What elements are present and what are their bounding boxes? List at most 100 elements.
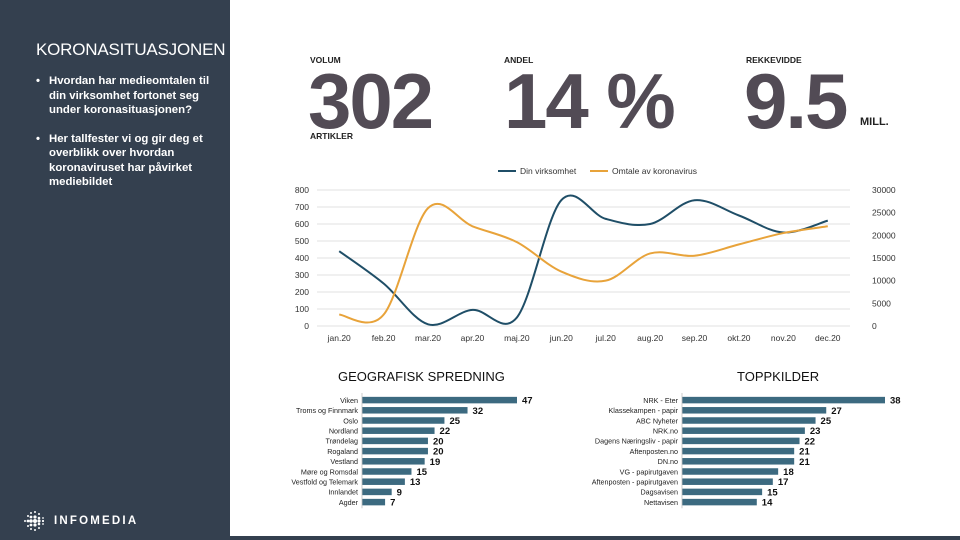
logo-dots-icon [24,511,45,531]
bar [362,468,412,475]
x-tick-label: okt.20 [727,333,750,343]
bar [682,396,885,404]
bar-value-label: 22 [805,436,816,447]
bullet-item: Her tallfester vi og gir deg et overblik… [36,132,216,190]
bar [362,427,435,434]
y-right-tick-label: 0 [872,321,877,331]
bar-value-label: 20 [433,436,444,447]
bar-category-label: Nettavisen [644,498,678,507]
kpi-andel-value: 14 % [504,57,676,145]
bar-value-label: 27 [831,406,842,417]
bar-value-label: 15 [416,467,427,478]
x-tick-label: sep.20 [682,333,708,343]
x-tick-label: maj.20 [504,333,530,343]
bar [682,427,805,434]
y-left-tick-label: 300 [295,270,309,280]
y-left-tick-label: 600 [295,219,309,229]
bar-value-label: 13 [410,477,421,488]
kpi-volum-label: VOLUM [310,55,341,65]
sidebar: KORONASITUASJONEN Hvordan har medieomtal… [0,0,230,540]
y-right-tick-label: 30000 [872,185,896,195]
y-left-tick-label: 800 [295,185,309,195]
bar-category-label: Trøndelag [326,437,359,446]
y-right-tick-label: 20000 [872,230,896,240]
bar [362,447,428,455]
y-right-tick-label: 15000 [872,253,896,263]
bar [362,396,517,404]
y-left-tick-label: 0 [304,321,309,331]
y-right-tick-label: 10000 [872,276,896,286]
bar-category-label: Dagsavisen [640,488,678,497]
x-tick-label: nov.20 [771,333,796,343]
bar-category-label: ABC Nyheter [636,416,679,425]
bar-value-label: 14 [762,498,773,509]
x-tick-label: aug.20 [637,333,663,343]
bar [682,437,800,445]
bar-category-label: Dagens Næringsliv - papir [595,437,679,446]
bar [682,468,779,475]
line-chart: 0 100 200 300 400 500 600 700 800 0 5000 10000 15000… [295,166,896,343]
geo-chart-title: GEOGRAFISK SPREDNING [338,369,505,384]
x-tick-label: jul.20 [595,333,617,343]
bar-value-label: 47 [522,396,533,407]
bar-category-label: Oslo [343,416,358,425]
bar [682,417,816,424]
bar-category-label: NRK - Eter [643,396,678,405]
bar [362,407,468,414]
legend-label: Omtale av koronavirus [612,166,697,176]
bar [362,498,386,506]
bullet-list: Hvordan har medieomtalen til din virksom… [36,74,216,204]
kpi-volum-unit: ARTIKLER [310,131,353,141]
bar-category-label: Rogaland [327,447,358,456]
y-left-tick-label: 100 [295,304,309,314]
infomedia-logo: INFOMEDIA [22,509,138,533]
x-tick-label: jun.20 [549,333,573,343]
bar-category-label: Nordland [329,427,358,436]
bar-category-label: NRK.no [653,427,678,436]
x-tick-label: apr.20 [461,333,485,343]
bar-value-label: 21 [799,457,810,468]
bar [362,488,392,496]
bar [682,488,763,496]
bar-value-label: 19 [430,457,441,468]
bar [682,478,773,485]
logo-text: INFOMEDIA [54,515,139,527]
legend-label: Din virksomhet [520,166,577,176]
kpi-rekkevidde-unit: MILL. [860,116,889,128]
bar-value-label: 23 [810,426,821,437]
bar-category-label: Vestfold og Telemark [291,478,358,487]
y-left-tick-label: 500 [295,236,309,246]
bar [362,458,425,465]
top-sources-bar-chart: NRK - Eter 38 Klassekampen - papir 27 ABC Ny… [592,393,901,509]
bar-category-label: Møre og Romsdal [301,467,359,476]
bar-category-label: Agder [339,498,359,507]
page-title: KORONASITUASJONEN [36,40,226,59]
bar-value-label: 25 [821,416,832,427]
bar-value-label: 38 [890,396,901,407]
bar-category-label: Aftenposten.no [630,447,678,456]
bar-category-label: Vestland [330,457,358,466]
bar-value-label: 18 [783,467,794,478]
kpi-andel-label: ANDEL [504,55,534,65]
bar-value-label: 22 [440,426,451,437]
bar-category-label: DN.no [658,457,678,466]
bar [362,478,405,485]
bullet-item: Hvordan har medieomtalen til din virksom… [36,74,216,118]
geo-bar-chart: Viken 47 Troms og Finnmark 32 Oslo 25 Nordland… [291,393,533,509]
y-right-tick-label: 25000 [872,208,896,218]
bar-value-label: 32 [473,406,484,417]
y-left-tick-label: 200 [295,287,309,297]
bar [682,458,795,465]
bar-value-label: 20 [433,447,444,458]
bar [362,417,445,424]
bar [362,437,428,445]
y-right-tick-label: 5000 [872,298,891,308]
bar-value-label: 17 [778,477,789,488]
bar-value-label: 7 [390,498,395,509]
bar-category-label: Troms og Finnmark [296,406,358,415]
bar-value-label: 25 [449,416,460,427]
x-tick-label: dec.20 [815,333,841,343]
x-tick-label: feb.20 [372,333,396,343]
series-line-din-virksomhet [338,194,829,326]
kpi-rekkevidde-label: REKKEVIDDE [746,55,802,65]
